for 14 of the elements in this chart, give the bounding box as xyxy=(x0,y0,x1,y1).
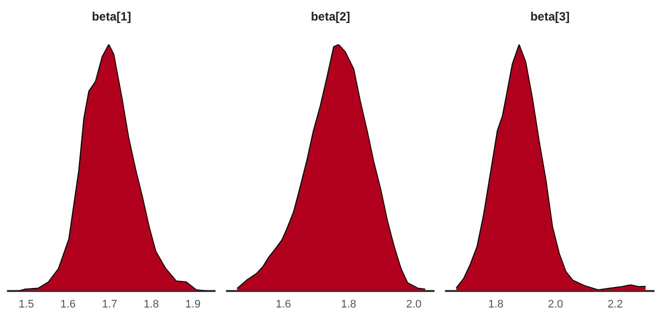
x-tick-label: 1.7 xyxy=(102,298,118,310)
x-tick-label: 1.6 xyxy=(276,298,292,310)
chart-title: beta[2] xyxy=(310,10,350,24)
x-tick-label: 1.5 xyxy=(18,298,34,310)
x-tick-label: 1.8 xyxy=(488,298,504,310)
chart-title: beta[1] xyxy=(92,10,132,24)
x-tick-label: 1.8 xyxy=(144,298,159,310)
x-tick-label: 2.0 xyxy=(548,298,564,310)
x-tick-label: 1.8 xyxy=(340,298,356,310)
x-tick-label: 1.6 xyxy=(60,298,76,310)
chart-title: beta[3] xyxy=(530,10,570,24)
x-tick-label: 2.2 xyxy=(608,298,623,310)
x-tick-label: 2.0 xyxy=(406,298,422,310)
x-tick-label: 1.9 xyxy=(185,298,201,310)
